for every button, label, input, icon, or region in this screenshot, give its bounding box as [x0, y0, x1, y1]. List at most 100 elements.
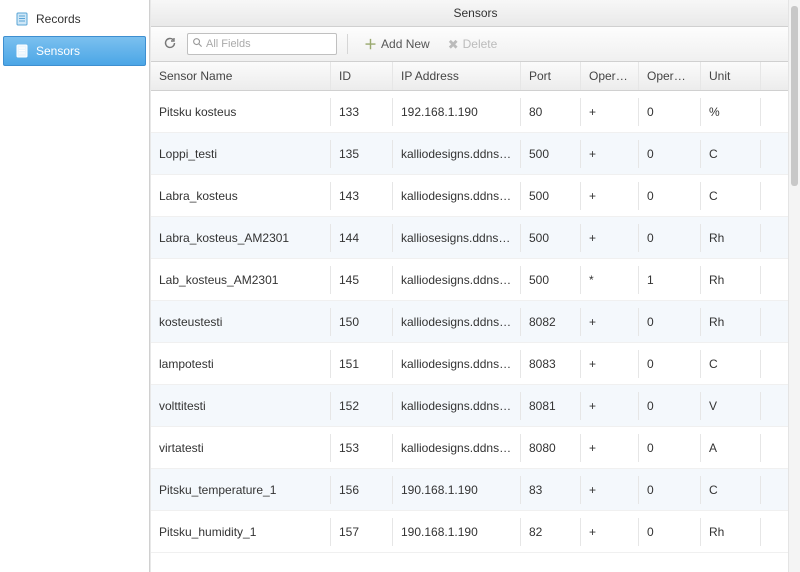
table-row[interactable]: lampotesti151kalliodesigns.ddns.net8083+… — [151, 343, 800, 385]
cell-operand: 0 — [639, 308, 701, 336]
cell-unit: Rh — [701, 224, 761, 252]
cell-id: 135 — [331, 140, 393, 168]
cell-unit: Rh — [701, 518, 761, 546]
cell-unit: A — [701, 434, 761, 462]
table-row[interactable]: virtatesti153kalliodesigns.ddns.net8080+… — [151, 427, 800, 469]
cell-operation: + — [581, 98, 639, 126]
cell-name: Pitsku_temperature_1 — [151, 476, 331, 504]
col-header-operand[interactable]: Operand — [639, 62, 701, 90]
cell-ip: kalliodesigns.ddns.net — [393, 266, 521, 294]
search-icon — [192, 37, 203, 51]
col-header-name[interactable]: Sensor Name — [151, 62, 331, 90]
panel-title: Sensors — [151, 0, 800, 27]
cell-name: Loppi_testi — [151, 140, 331, 168]
delete-label: Delete — [463, 37, 498, 51]
table-row[interactable]: kosteustesti150kalliodesigns.ddns.net808… — [151, 301, 800, 343]
cell-port: 500 — [521, 140, 581, 168]
cell-ip: kalliodesigns.ddns.net — [393, 392, 521, 420]
cell-operand: 0 — [639, 518, 701, 546]
cell-operand: 0 — [639, 434, 701, 462]
cell-id: 143 — [331, 182, 393, 210]
sidebar: Records Sensors — [0, 0, 150, 572]
cell-port: 500 — [521, 224, 581, 252]
cell-port: 82 — [521, 518, 581, 546]
cell-id: 156 — [331, 476, 393, 504]
cell-id: 150 — [331, 308, 393, 336]
sidebar-item-label: Records — [36, 12, 81, 26]
cell-port: 8080 — [521, 434, 581, 462]
cell-operation: + — [581, 308, 639, 336]
cell-ip: kalliodesigns.ddns.net — [393, 308, 521, 336]
main-panel: Sensors ＋ Add New ✖ Delete Sensor Name I… — [150, 0, 800, 572]
col-header-ip[interactable]: IP Address — [393, 62, 521, 90]
cell-operation: + — [581, 140, 639, 168]
cell-operand: 0 — [639, 140, 701, 168]
col-header-id[interactable]: ID — [331, 62, 393, 90]
cell-operation: + — [581, 434, 639, 462]
table-row[interactable]: Pitsku_humidity_1157190.168.1.19082+0Rh — [151, 511, 800, 553]
cell-ip: kalliodesigns.ddns.net — [393, 182, 521, 210]
cell-operand: 0 — [639, 224, 701, 252]
refresh-button[interactable] — [159, 33, 181, 55]
cell-name: Labra_kosteus — [151, 182, 331, 210]
table-row[interactable]: Pitsku_temperature_1156190.168.1.19083+0… — [151, 469, 800, 511]
cell-operation: + — [581, 350, 639, 378]
cell-operation: + — [581, 392, 639, 420]
cell-ip: kalliodesigns.ddns.net — [393, 350, 521, 378]
cell-name: kosteustesti — [151, 308, 331, 336]
sidebar-item-sensors[interactable]: Sensors — [3, 36, 146, 66]
scrollbar[interactable] — [788, 0, 800, 572]
cell-operand: 0 — [639, 182, 701, 210]
table-row[interactable]: Loppi_testi135kalliodesigns.ddns.net500+… — [151, 133, 800, 175]
cell-id: 152 — [331, 392, 393, 420]
add-new-button[interactable]: ＋ Add New — [358, 34, 436, 54]
toolbar: ＋ Add New ✖ Delete — [151, 27, 800, 62]
col-header-operation[interactable]: Operati... — [581, 62, 639, 90]
cell-ip: kalliosesigns.ddns.net — [393, 224, 521, 252]
cell-port: 83 — [521, 476, 581, 504]
cell-port: 8082 — [521, 308, 581, 336]
cell-port: 80 — [521, 98, 581, 126]
cell-id: 144 — [331, 224, 393, 252]
cell-id: 151 — [331, 350, 393, 378]
file-icon — [14, 11, 30, 27]
cell-operand: 1 — [639, 266, 701, 294]
col-header-port[interactable]: Port — [521, 62, 581, 90]
table-row[interactable]: Labra_kosteus_AM2301144kalliosesigns.ddn… — [151, 217, 800, 259]
cell-ip: kalliodesigns.ddns.net — [393, 434, 521, 462]
cell-id: 145 — [331, 266, 393, 294]
cell-operation: + — [581, 182, 639, 210]
cell-operand: 0 — [639, 350, 701, 378]
cell-ip: 190.168.1.190 — [393, 518, 521, 546]
col-header-unit[interactable]: Unit — [701, 62, 761, 90]
toolbar-separator — [347, 34, 348, 54]
cell-unit: Rh — [701, 308, 761, 336]
cell-port: 8081 — [521, 392, 581, 420]
search-input-wrap[interactable] — [187, 33, 337, 55]
cell-unit: V — [701, 392, 761, 420]
cell-name: Pitsku kosteus — [151, 98, 331, 126]
cell-unit: C — [701, 182, 761, 210]
scrollbar-thumb[interactable] — [791, 6, 798, 186]
grid-body: Pitsku kosteus133192.168.1.19080+0%Loppi… — [151, 91, 800, 572]
cell-name: Lab_kosteus_AM2301 — [151, 266, 331, 294]
delete-button[interactable]: ✖ Delete — [442, 34, 504, 54]
sidebar-item-records[interactable]: Records — [3, 4, 146, 34]
cell-unit: C — [701, 476, 761, 504]
cell-port: 500 — [521, 266, 581, 294]
sidebar-item-label: Sensors — [36, 44, 80, 58]
cell-ip: 192.168.1.190 — [393, 98, 521, 126]
cell-ip: kalliodesigns.ddns.net — [393, 140, 521, 168]
table-row[interactable]: Pitsku kosteus133192.168.1.19080+0% — [151, 91, 800, 133]
cell-port: 8083 — [521, 350, 581, 378]
search-input[interactable] — [206, 38, 332, 50]
cell-name: volttitesti — [151, 392, 331, 420]
cell-name: lampotesti — [151, 350, 331, 378]
cell-operation: * — [581, 266, 639, 294]
cell-ip: 190.168.1.190 — [393, 476, 521, 504]
table-row[interactable]: Labra_kosteus143kalliodesigns.ddns.net50… — [151, 175, 800, 217]
plus-icon: ＋ — [364, 38, 377, 51]
table-row[interactable]: Lab_kosteus_AM2301145kalliodesigns.ddns.… — [151, 259, 800, 301]
table-row[interactable]: volttitesti152kalliodesigns.ddns.net8081… — [151, 385, 800, 427]
cell-operation: + — [581, 224, 639, 252]
